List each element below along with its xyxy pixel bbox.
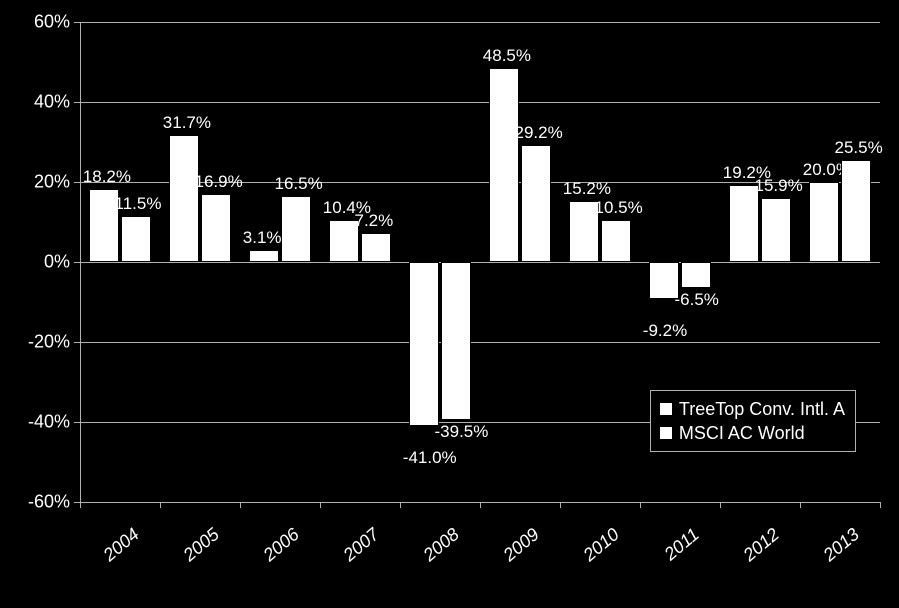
bar [281, 196, 312, 262]
y-tick-label: -40% [28, 412, 70, 433]
x-tick-label: 2004 [99, 524, 143, 566]
gridline [80, 22, 880, 23]
x-tick-label: 2008 [419, 524, 463, 566]
legend-swatch [659, 402, 673, 416]
bar [841, 160, 872, 262]
y-tick-label: -20% [28, 332, 70, 353]
y-tick-label: 20% [34, 172, 70, 193]
bar [489, 68, 520, 262]
bar [809, 182, 840, 262]
x-tick-label: 2013 [819, 524, 863, 566]
x-tick-label: 2012 [739, 524, 783, 566]
bar [761, 198, 792, 262]
x-tick-label: 2009 [499, 524, 543, 566]
bar-value-label: 10.5% [595, 198, 643, 218]
bar [601, 220, 632, 262]
x-tick-label: 2007 [339, 524, 383, 566]
legend: TreeTop Conv. Intl. AMSCI AC World [650, 390, 856, 452]
bar-value-label: 16.5% [275, 174, 323, 194]
y-axis [80, 22, 81, 502]
performance-chart: 18.2% 11.5% 2004 31.7% 16.9% 2005 3.1% 16.5% 200… [0, 0, 899, 608]
legend-item: TreeTop Conv. Intl. A [659, 397, 845, 421]
bar-value-label: 31.7% [163, 113, 211, 133]
legend-label: MSCI AC World [679, 421, 805, 445]
bar [249, 250, 280, 262]
bar-value-label: 15.9% [755, 176, 803, 196]
y-tick-label: 0% [44, 252, 70, 273]
bar-value-label: -41.0% [403, 448, 457, 468]
bar [169, 135, 200, 262]
x-axis [80, 502, 880, 503]
bar [441, 262, 472, 420]
x-tick [880, 502, 881, 508]
bar-value-label: 16.9% [195, 172, 243, 192]
bar-value-label: 48.5% [483, 46, 531, 66]
bar-value-label: 15.2% [563, 179, 611, 199]
x-tick-label: 2011 [660, 524, 703, 565]
bar-value-label: 3.1% [243, 228, 282, 248]
x-tick-label: 2006 [259, 524, 303, 566]
bar [681, 262, 712, 288]
gridline [80, 262, 880, 263]
bar [729, 185, 760, 262]
bar-value-label: 11.5% [115, 194, 162, 214]
bar-value-label: 25.5% [835, 138, 883, 158]
legend-label: TreeTop Conv. Intl. A [679, 397, 845, 421]
bar [201, 194, 232, 262]
y-tick-label: 60% [34, 12, 70, 33]
bar-value-label: 18.2% [83, 167, 131, 187]
bar [409, 262, 440, 426]
bar-value-label: 7.2% [355, 211, 394, 231]
bar [521, 145, 552, 262]
bar [361, 233, 392, 262]
bar-value-label: 29.2% [515, 123, 563, 143]
bar-value-label: -9.2% [643, 321, 687, 341]
gridline [80, 342, 880, 343]
gridline [80, 102, 880, 103]
x-tick-label: 2010 [579, 524, 623, 566]
bar-value-label: -6.5% [675, 290, 719, 310]
y-tick-label: -60% [28, 492, 70, 513]
bar [121, 216, 152, 262]
x-tick-label: 2005 [179, 524, 223, 566]
legend-swatch [659, 426, 673, 440]
y-tick-label: 40% [34, 92, 70, 113]
bar-value-label: -39.5% [435, 422, 489, 442]
legend-item: MSCI AC World [659, 421, 845, 445]
